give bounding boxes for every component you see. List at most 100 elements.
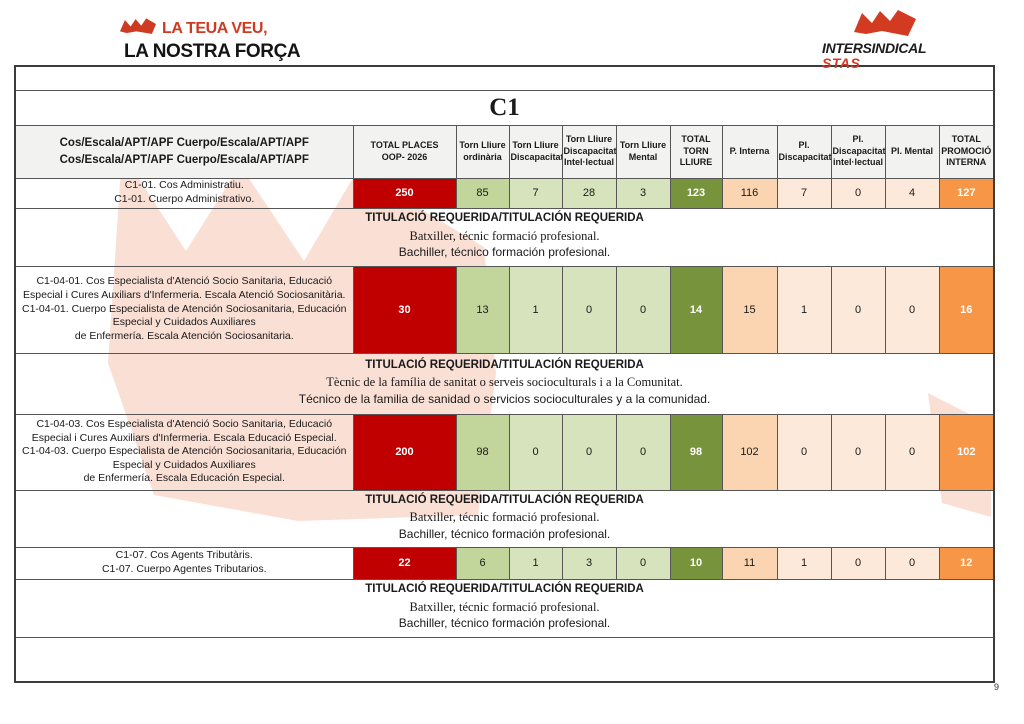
- cell-tl-ordinaria: 85: [455, 177, 510, 209]
- cell-pi-disc-intellectual: 0: [830, 265, 886, 354]
- title-row: C1: [14, 89, 995, 126]
- intersindical-stas-logo: INTERSINDICAL STAS: [822, 10, 927, 71]
- col-header-total-places: TOTAL PLACES OOP- 2026: [352, 124, 457, 179]
- cell-tl-disc-intellectual: 28: [561, 177, 617, 209]
- table-row: C1-04-03. Cos Especialista d'Atenció Soc…: [14, 413, 995, 491]
- table-row: C1-04-01. Cos Especialista d'Atenció Soc…: [14, 265, 995, 354]
- cell-total-torn-lliure: 14: [669, 265, 723, 354]
- cell-pi-mental: 4: [884, 177, 940, 209]
- cell-total-promocio: 12: [938, 546, 995, 580]
- cell-p-interna: 116: [721, 177, 778, 209]
- titulacio-line-ca: Batxiller, técnic formació profesional.: [409, 510, 600, 525]
- cell-pi-discapacitat: 7: [776, 177, 832, 209]
- filler-cell: [14, 636, 995, 683]
- row-description: C1-04-03. Cos Especialista d'Atenció Soc…: [14, 413, 354, 491]
- cell-total-torn-lliure: 123: [669, 177, 723, 209]
- cell-tl-ordinaria: 6: [455, 546, 510, 580]
- titulacio-line-es: Bachiller, técnico formación profesional…: [398, 526, 611, 541]
- titulacio-line-es: Técnico de la familia de sanidad o servi…: [298, 391, 711, 406]
- row-description: C1-07. Cos Agents Tributàris. C1-07. Cue…: [14, 546, 354, 580]
- titulacio-row: TITULACIÓ REQUERIDA/TITULACIÓN REQUERIDA…: [14, 207, 995, 267]
- cell-p-interna: 11: [721, 546, 778, 580]
- cell-total-places: 30: [352, 265, 457, 354]
- brand-name: INTERSINDICAL: [822, 40, 927, 56]
- brand-subname: STAS: [822, 54, 861, 71]
- cell-tl-discapacitat: 1: [508, 546, 563, 580]
- cell-pi-discapacitat: 1: [776, 546, 832, 580]
- cell-tl-discapacitat: 7: [508, 177, 563, 209]
- cell-total-torn-lliure: 10: [669, 546, 723, 580]
- places-table: C1 Cos/Escala/APT/APF Cuerpo/Escala/APT/…: [14, 65, 996, 683]
- titulacio-heading: TITULACIÓ REQUERIDA/TITULACIÓN REQUERIDA: [365, 358, 644, 371]
- cell-tl-mental: 0: [615, 546, 671, 580]
- cell-total-places: 22: [352, 546, 457, 580]
- col-header-cos-escala: Cos/Escala/APT/APF Cuerpo/Escala/APT/APF…: [14, 124, 354, 179]
- page-number: 9: [994, 682, 1000, 692]
- titulacio-line-ca: Batxiller, técnic formació profesional.: [409, 228, 600, 243]
- cell-total-promocio: 102: [938, 413, 995, 491]
- tagline-line1: LA TEUA VEU,: [162, 20, 268, 37]
- col-header-pi-discapacitat-intellectual: PI. Discapacitat intel·lectual: [830, 124, 886, 179]
- titulacio-row: TITULACIÓ REQUERIDA/TITULACIÓN REQUERIDA…: [14, 352, 995, 415]
- titulacio-cell: TITULACIÓ REQUERIDA/TITULACIÓN REQUERIDA…: [14, 578, 995, 638]
- cell-pi-mental: 0: [884, 546, 940, 580]
- col-header-torn-lliure-discapacitat: Torn Lliure Discapacitat: [508, 124, 563, 179]
- titulacio-cell: TITULACIÓ REQUERIDA/TITULACIÓN REQUERIDA…: [14, 489, 995, 548]
- header-row: Cos/Escala/APT/APF Cuerpo/Escala/APT/APF…: [14, 124, 995, 179]
- titulacio-heading: TITULACIÓ REQUERIDA/TITULACIÓN REQUERIDA: [365, 493, 644, 506]
- titulacio-heading: TITULACIÓ REQUERIDA/TITULACIÓN REQUERIDA: [365, 583, 644, 596]
- col-header-total-promocio-interna: TOTAL PROMOCIÓ INTERNA: [938, 124, 995, 179]
- flag-icon: [120, 18, 156, 40]
- cell-total-places: 250: [352, 177, 457, 209]
- cell-pi-disc-intellectual: 0: [830, 546, 886, 580]
- document-table-area: C1 Cos/Escala/APT/APF Cuerpo/Escala/APT/…: [14, 65, 996, 683]
- tagline-line2: LA NOSTRA FORÇA: [124, 41, 301, 62]
- titulacio-line-es: Bachiller, técnico formación profesional…: [398, 245, 611, 260]
- flag-icon: [854, 10, 926, 41]
- titulacio-cell: TITULACIÓ REQUERIDA/TITULACIÓN REQUERIDA…: [14, 352, 995, 415]
- titulacio-cell: TITULACIÓ REQUERIDA/TITULACIÓN REQUERIDA…: [14, 207, 995, 267]
- union-tagline-logo: LA TEUA VEU, LA NOSTRA FORÇA: [120, 18, 301, 63]
- cell-total-promocio: 127: [938, 177, 995, 209]
- col-header-p-interna: P. Interna: [721, 124, 778, 179]
- cell-tl-discapacitat: 0: [508, 413, 563, 491]
- col-header-total-torn-lliure: TOTAL TORN LLIURE: [669, 124, 723, 179]
- cell-tl-disc-intellectual: 3: [561, 546, 617, 580]
- titulacio-line-ca: Batxiller, técnic formació profesional.: [409, 599, 600, 614]
- cell-tl-discapacitat: 1: [508, 265, 563, 354]
- cell-total-torn-lliure: 98: [669, 413, 723, 491]
- cell-total-promocio: 16: [938, 265, 995, 354]
- cell-tl-mental: 0: [615, 265, 671, 354]
- col-header-torn-lliure-mental: Torn Lliure Mental: [615, 124, 671, 179]
- row-description: C1-04-01. Cos Especialista d'Atenció Soc…: [14, 265, 354, 354]
- titulacio-row: TITULACIÓ REQUERIDA/TITULACIÓN REQUERIDA…: [14, 489, 995, 548]
- cell-tl-mental: 3: [615, 177, 671, 209]
- titulacio-line-ca: Tècnic de la família de sanitat o servei…: [326, 375, 683, 390]
- cell-tl-ordinaria: 98: [455, 413, 510, 491]
- col-header-torn-lliure-ordinaria: Torn Lliure ordinària: [455, 124, 510, 179]
- col-header-torn-lliure-discapacitat-intellectual: Torn Lliure Discapacitat Intel·lectual: [561, 124, 617, 179]
- titulacio-row: TITULACIÓ REQUERIDA/TITULACIÓN REQUERIDA…: [14, 578, 995, 638]
- cell-pi-discapacitat: 0: [776, 413, 832, 491]
- cell-tl-mental: 0: [615, 413, 671, 491]
- filler-row: [14, 636, 995, 683]
- cell-total-places: 200: [352, 413, 457, 491]
- table-row: C1-01. Cos Administratiu. C1-01. Cuerpo …: [14, 177, 995, 209]
- group-title: C1: [14, 89, 995, 126]
- col-header-pi-mental: PI. Mental: [884, 124, 940, 179]
- titulacio-line-es: Bachiller, técnico formación profesional…: [398, 616, 611, 631]
- row-description: C1-01. Cos Administratiu. C1-01. Cuerpo …: [14, 177, 354, 209]
- cell-p-interna: 15: [721, 265, 778, 354]
- cell-pi-mental: 0: [884, 413, 940, 491]
- cell-pi-discapacitat: 1: [776, 265, 832, 354]
- titulacio-heading: TITULACIÓ REQUERIDA/TITULACIÓN REQUERIDA: [365, 212, 644, 225]
- cell-tl-disc-intellectual: 0: [561, 265, 617, 354]
- table-row: C1-07. Cos Agents Tributàris. C1-07. Cue…: [14, 546, 995, 580]
- cell-pi-disc-intellectual: 0: [830, 413, 886, 491]
- col-header-pi-discapacitat: PI. Discapacitat: [776, 124, 832, 179]
- cell-tl-disc-intellectual: 0: [561, 413, 617, 491]
- cell-p-interna: 102: [721, 413, 778, 491]
- cell-pi-disc-intellectual: 0: [830, 177, 886, 209]
- cell-tl-ordinaria: 13: [455, 265, 510, 354]
- cell-pi-mental: 0: [884, 265, 940, 354]
